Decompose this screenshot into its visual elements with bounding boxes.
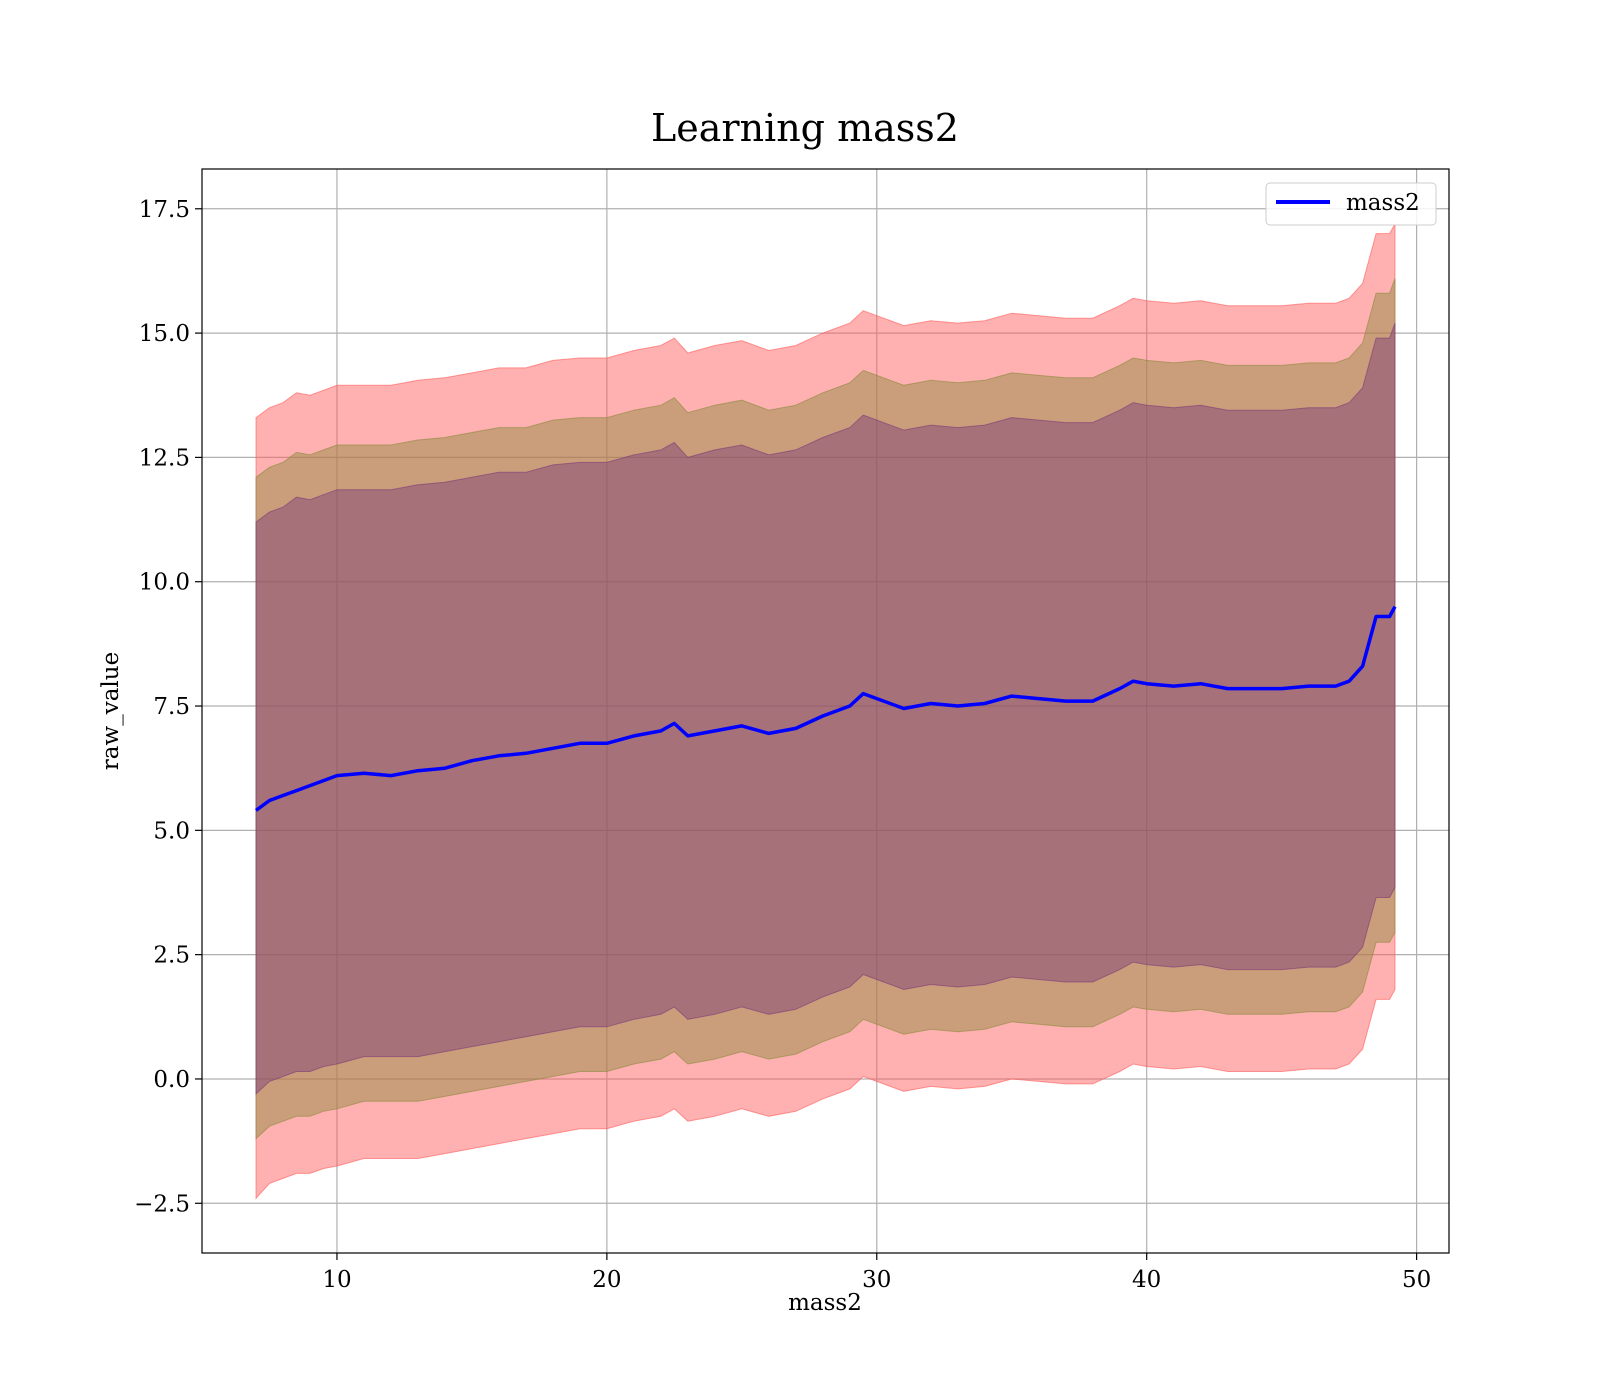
y-axis-ticks: −2.5 0.0 2.5 5.0 7.5 10.0 12.5 15.0 17.5 [134, 197, 202, 1217]
series-lines [254, 605, 1397, 812]
x-tick-label: 50 [1402, 1267, 1431, 1293]
y-tick-label: −2.5 [134, 1191, 190, 1217]
y-tick-label: 5.0 [153, 818, 190, 844]
legend-label: mass2 [1346, 190, 1420, 216]
x-tick-label: 10 [322, 1267, 351, 1293]
y-axis-label: raw_value [98, 652, 124, 770]
x-tick-label: 20 [592, 1267, 621, 1293]
grid [202, 169, 1449, 1253]
y-tick-label: 15.0 [139, 321, 190, 347]
y-tick-label: 7.5 [153, 694, 190, 720]
plot-frame [201, 168, 1450, 1254]
legend: mass2 [1265, 182, 1437, 226]
confidence-bands [255, 223, 1396, 1200]
x-axis-ticks: 10 20 30 40 50 [322, 1253, 1431, 1293]
chart-title: Learning mass2 [651, 106, 959, 150]
x-tick-label: 30 [862, 1267, 891, 1293]
y-tick-label: 12.5 [139, 445, 190, 471]
y-tick-label: 10.0 [139, 570, 190, 596]
y-tick-label: 17.5 [139, 197, 190, 223]
legend-box [1265, 182, 1437, 226]
confidence-band-1 [255, 223, 1396, 1200]
confidence-band-2 [255, 278, 1396, 1140]
x-tick-label: 40 [1132, 1267, 1161, 1293]
x-axis-label: mass2 [788, 1290, 862, 1316]
series-line-mass2 [254, 605, 1397, 812]
confidence-band-3 [255, 322, 1396, 1096]
y-tick-label: 2.5 [153, 943, 190, 969]
y-tick-label: 0.0 [153, 1067, 190, 1093]
